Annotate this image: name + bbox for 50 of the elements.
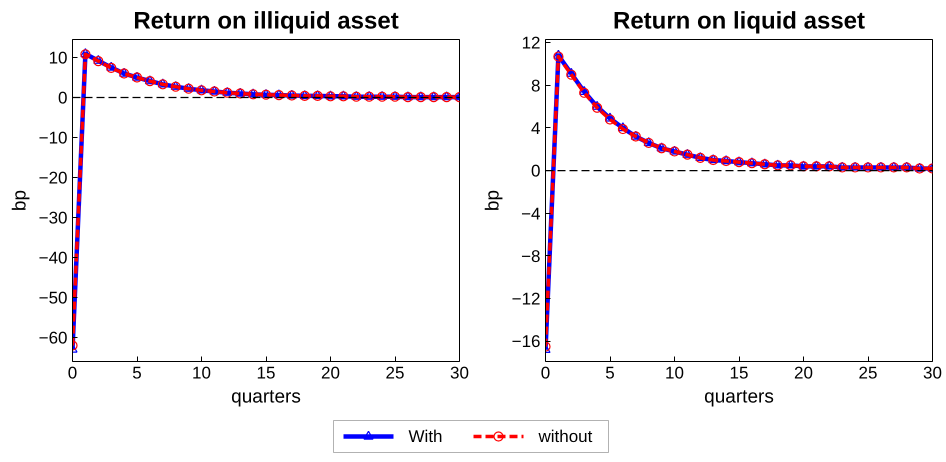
- x-tick-label: 15: [256, 364, 276, 382]
- x-tick-label: 5: [605, 364, 615, 382]
- legend-label: With: [408, 427, 442, 446]
- y-axis-title: bp: [10, 190, 31, 212]
- y-tick-label: −8: [521, 246, 541, 266]
- y-tick-label: 8: [531, 76, 541, 96]
- y-axis-title: bp: [482, 190, 504, 212]
- x-tick-label: 20: [321, 364, 340, 382]
- x-axis-title: quarters: [231, 386, 301, 408]
- y-tick-label: 4: [531, 118, 541, 138]
- y-tick-label: −10: [38, 128, 68, 148]
- y-tick-label: 0: [58, 88, 68, 108]
- legend-label: without: [538, 427, 593, 446]
- y-tick-label: −50: [38, 288, 68, 308]
- x-tick-label: 10: [665, 364, 684, 382]
- x-tick-label: 20: [794, 364, 813, 382]
- point: [566, 68, 576, 77]
- point: [553, 51, 564, 62]
- point: [592, 100, 602, 110]
- y-tick-label: −12: [512, 290, 541, 309]
- x-tick-label: 15: [730, 364, 748, 382]
- chart-title: Return on liquid asset: [612, 8, 866, 34]
- point: [618, 124, 628, 134]
- point: [604, 114, 616, 125]
- y-tick-label: −20: [38, 168, 68, 188]
- y-tick-label: −60: [38, 328, 68, 348]
- point: [579, 86, 590, 95]
- x-axis-title: quarters: [704, 386, 774, 408]
- chart-title: Return on illiquid asset: [133, 8, 399, 34]
- y-tick-label: 10: [48, 48, 68, 68]
- y-tick-label: 0: [531, 162, 541, 181]
- point: [93, 54, 104, 64]
- x-tick-label: 30: [923, 364, 942, 382]
- y-tick-label: −40: [38, 248, 68, 268]
- x-tick-label: 25: [386, 364, 404, 382]
- x-tick-label: 30: [450, 364, 469, 382]
- point: [592, 102, 602, 113]
- point: [93, 56, 104, 66]
- y-tick-label: −4: [521, 204, 541, 224]
- point: [618, 122, 628, 132]
- y-tick-label: −30: [38, 208, 68, 228]
- y-tick-label: 12: [522, 34, 541, 53]
- x-tick-label: 5: [132, 364, 142, 382]
- x-tick-label: 10: [192, 364, 211, 382]
- y-tick-label: −16: [512, 332, 541, 352]
- point: [579, 88, 590, 98]
- x-tick-label: 25: [858, 364, 878, 382]
- point: [604, 112, 616, 122]
- point: [566, 70, 576, 80]
- point: [553, 50, 564, 59]
